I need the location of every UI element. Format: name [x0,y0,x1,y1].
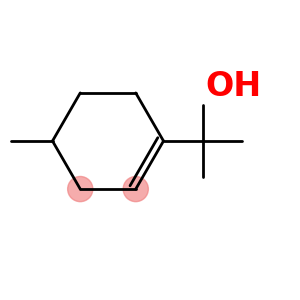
Circle shape [68,176,93,202]
Text: OH: OH [206,70,262,104]
Circle shape [123,176,148,202]
